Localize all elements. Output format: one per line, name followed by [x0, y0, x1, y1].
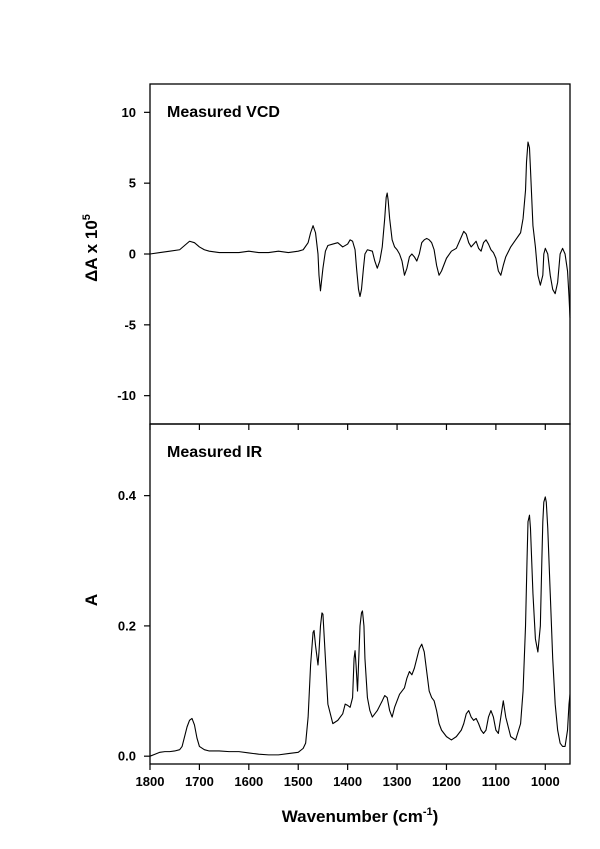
ir-plot-frame [149, 423, 571, 765]
vcd-y-axis-label-exponent: 5 [81, 214, 93, 220]
x-tick-label: 1200 [432, 774, 461, 789]
vcd-y-axis-label: ΔA x 105 [81, 214, 101, 282]
vcd-spectrum-line [149, 141, 571, 318]
x-tick-label: 1100 [482, 774, 510, 789]
ir-x-ticks: 1800 1700 1600 1500 1400 1300 1200 1100 1000 [136, 424, 560, 789]
ir-y-tick-label: 0.2 [118, 618, 136, 633]
ir-y-tick-label: 0.0 [118, 749, 136, 764]
x-axis-label-main: Wavenumber (cm [282, 807, 423, 826]
vcd-panel-title: Measured VCD [167, 104, 280, 121]
x-tick-label: 1000 [531, 774, 560, 789]
vcd-y-tick-label: -10 [117, 388, 136, 403]
ir-y-axis-label: A [82, 594, 101, 606]
vcd-y-axis-label-main: ΔA x 10 [82, 220, 101, 282]
x-axis-label-superscript: -1 [423, 806, 433, 818]
x-tick-label: 1600 [234, 774, 263, 789]
x-axis-label-close: ) [433, 807, 439, 826]
ir-panel: Measured IR 0.0 0.2 0.4 1800 1700 1600 1500 14… [82, 423, 571, 826]
x-tick-label: 1800 [136, 774, 165, 789]
x-tick-label: 1700 [185, 774, 214, 789]
vcd-y-tick-label: -5 [124, 317, 136, 332]
x-tick-label: 1300 [383, 774, 412, 789]
vcd-y-ticks: 10 5 0 -5 -10 [117, 105, 150, 403]
x-tick-label: 1500 [284, 774, 313, 789]
x-axis-label: Wavenumber (cm-1) [282, 806, 439, 826]
ir-y-tick-label: 0.4 [118, 488, 137, 503]
ir-spectrum-line [149, 496, 571, 757]
ir-panel-title: Measured IR [167, 444, 263, 461]
x-tick-label: 1400 [333, 774, 362, 789]
vcd-y-tick-label: 10 [122, 105, 136, 120]
vcd-y-tick-label: 5 [129, 176, 136, 191]
ir-y-ticks: 0.0 0.2 0.4 [118, 488, 150, 764]
vcd-y-tick-label: 0 [129, 247, 136, 262]
